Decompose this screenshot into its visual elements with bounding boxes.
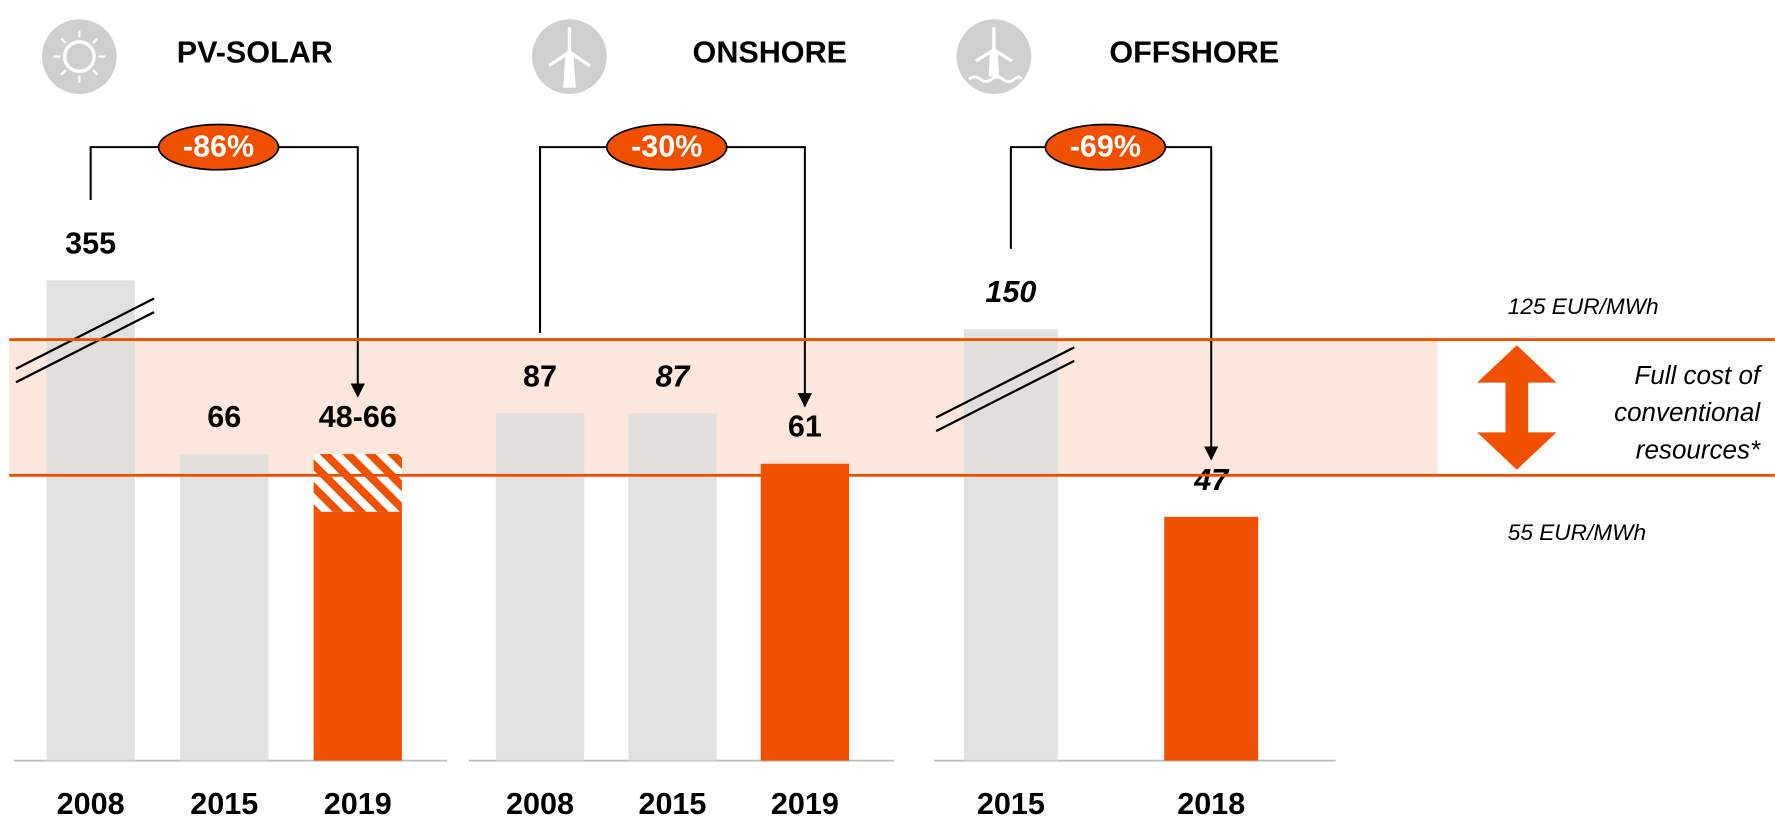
x-tick-label: 2008 — [506, 787, 574, 821]
x-tick-label: 2019 — [324, 787, 392, 821]
bar — [313, 511, 402, 761]
break-mark — [15, 311, 155, 384]
band-upper-label: 125 EUR/MWh — [1508, 294, 1659, 319]
icon-solar — [41, 19, 117, 94]
value-label: 355 — [65, 226, 116, 260]
value-label: 48-66 — [319, 400, 397, 434]
change-label: -86% — [183, 129, 254, 163]
change-badge — [157, 123, 280, 171]
band-label: conventional — [1614, 397, 1761, 427]
band-label: resources* — [1636, 434, 1761, 464]
bar-range — [313, 454, 402, 512]
bar — [46, 280, 135, 761]
value-label: 87 — [655, 359, 691, 393]
panel-title: OFFSHORE — [1109, 35, 1279, 69]
band — [9, 339, 1438, 476]
change-badge — [1044, 123, 1167, 171]
x-tick-label: 2015 — [638, 787, 706, 821]
value-label: 47 — [1193, 463, 1230, 497]
value-label: 87 — [523, 359, 557, 393]
bar — [180, 454, 269, 761]
icon-onshore — [532, 19, 607, 94]
band-lower-label: 55 EUR/MWh — [1508, 520, 1646, 545]
bar — [760, 463, 850, 761]
change-label: -69% — [1070, 129, 1141, 163]
bar — [628, 413, 717, 761]
band-area — [9, 339, 1438, 476]
panel-title: ONSHORE — [693, 35, 847, 69]
icon-offshore — [956, 19, 1032, 94]
value-label: 61 — [788, 410, 822, 444]
change-badge — [605, 123, 728, 171]
value-label: 66 — [207, 400, 241, 434]
x-tick-label: 2018 — [1177, 787, 1245, 821]
bar — [963, 329, 1058, 761]
change-label: -30% — [631, 129, 702, 163]
x-tick-label: 2015 — [190, 787, 258, 821]
x-tick-label: 2019 — [771, 787, 839, 821]
x-tick-label: 2008 — [57, 787, 125, 821]
x-tick-label: 2015 — [977, 787, 1045, 821]
value-label: 150 — [985, 275, 1036, 309]
panel-title: PV-SOLAR — [177, 35, 333, 69]
break-mark — [15, 297, 155, 370]
break-mark — [935, 359, 1075, 433]
break-mark — [935, 346, 1075, 419]
bar — [495, 413, 585, 761]
bar — [1164, 516, 1259, 761]
double-arrow — [1477, 345, 1557, 470]
band-label: Full cost of — [1634, 360, 1763, 390]
